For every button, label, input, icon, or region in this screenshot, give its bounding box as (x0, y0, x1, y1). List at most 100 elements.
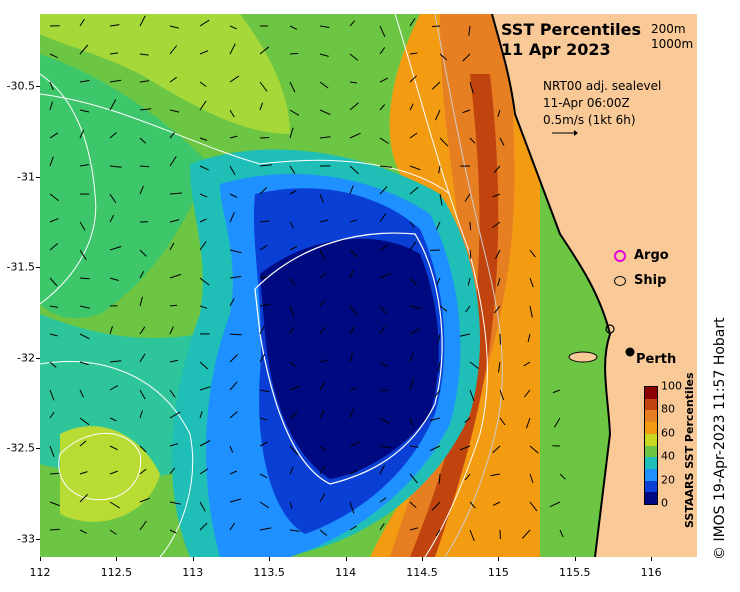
current-arrow (139, 296, 143, 307)
current-arrow (553, 417, 561, 428)
current-arrow (109, 214, 115, 223)
current-arrow (435, 529, 441, 537)
current-arrow (379, 137, 389, 144)
colorbar (644, 386, 658, 505)
current-arrow (319, 136, 331, 139)
current-arrow (409, 473, 418, 484)
lat-tick-label: -32.5 (6, 441, 35, 455)
colorbar-label: SSTAARS SST Percentiles (683, 372, 696, 529)
current-arrow (349, 185, 354, 195)
current-arrow (259, 441, 268, 447)
current-arrow (139, 497, 150, 503)
current-arrow (409, 501, 417, 509)
current-arrow (229, 276, 242, 279)
current-arrow (199, 411, 203, 419)
current-arrow (409, 378, 414, 391)
current-arrow (169, 242, 175, 251)
current-arrow (49, 217, 59, 223)
current-arrow (79, 471, 88, 475)
current-arrow (349, 352, 353, 363)
current-arrow (259, 276, 268, 279)
current-arrow (49, 101, 53, 111)
current-arrow (199, 19, 210, 27)
current-arrow (379, 104, 386, 111)
current-arrow (49, 411, 55, 419)
current-arrow (439, 137, 449, 147)
current-arrow (409, 75, 417, 83)
current-arrow (49, 132, 59, 139)
current-arrow (49, 528, 60, 531)
sst-map[interactable]: SST Percentiles 11 Apr 2023 200m 1000m N… (40, 14, 697, 557)
current-arrow (229, 333, 242, 336)
lat-tick-mark (36, 86, 40, 88)
current-arrow (139, 353, 146, 363)
current-arrow (438, 473, 441, 484)
colorbar-segment (645, 422, 657, 434)
current-arrow (79, 221, 86, 231)
current-arrow (169, 156, 177, 167)
current-arrow (439, 53, 448, 61)
current-arrow (229, 25, 237, 30)
current-arrow (379, 165, 392, 168)
current-arrow (289, 277, 296, 286)
current-arrow (49, 305, 58, 308)
current-arrow (349, 469, 359, 475)
current-arrow (469, 361, 480, 369)
map-date: 11 Apr 2023 (501, 40, 611, 59)
current-arrow (139, 15, 146, 27)
current-arrow (499, 417, 506, 426)
current-arrow (109, 79, 122, 83)
current-arrow (259, 164, 272, 167)
current-arrow (109, 417, 117, 422)
current-arrow (379, 325, 386, 335)
current-arrow (523, 361, 531, 367)
lat-tick-mark (36, 176, 40, 178)
current-arrow (462, 53, 471, 62)
credit-text: © IMOS 19-Apr-2023 11:57 Hobart (712, 317, 728, 560)
current-arrow (259, 303, 271, 307)
current-arrow (409, 527, 419, 531)
current-arrow (498, 361, 501, 373)
current-arrow (109, 277, 119, 281)
current-arrow (319, 193, 324, 204)
current-arrow (289, 326, 295, 335)
current-arrow (259, 102, 263, 111)
current-arrow (289, 109, 300, 116)
lon-tick-label: 113.5 (253, 566, 285, 579)
current-arrow (199, 218, 207, 223)
current-arrow (349, 165, 359, 175)
lon-tick-mark (651, 557, 653, 561)
current-arrow (409, 186, 419, 195)
lon-tick-label: 114 (335, 566, 357, 579)
current-arrow (289, 385, 300, 391)
current-arrow (229, 354, 238, 363)
current-arrow (409, 305, 422, 309)
current-arrow (109, 360, 122, 363)
current-arrow (259, 417, 268, 421)
current-arrow (469, 501, 476, 509)
current-arrow (199, 193, 208, 198)
current-arrow (437, 333, 441, 344)
current-arrow (229, 43, 236, 55)
current-arrow (169, 45, 178, 55)
current-arrow (229, 411, 238, 419)
current-arrow (436, 221, 441, 230)
colorbar-tick-label: 80 (661, 402, 675, 416)
current-arrow (349, 81, 358, 84)
current-arrow (259, 501, 270, 509)
current-arrow (349, 326, 356, 335)
lon-tick-mark (269, 557, 271, 561)
current-arrow (469, 221, 472, 231)
current-arrow (319, 359, 329, 363)
current-arrow (229, 498, 242, 503)
current-arrow (199, 386, 211, 391)
current-arrow (379, 305, 387, 315)
current-arrow (199, 440, 211, 447)
current-arrow (492, 445, 501, 454)
current-arrow (289, 165, 296, 174)
current-arrow (259, 137, 270, 139)
current-arrow (529, 473, 534, 484)
current-arrow (79, 164, 89, 167)
current-arrow (139, 389, 146, 400)
current-arrow (79, 80, 90, 83)
